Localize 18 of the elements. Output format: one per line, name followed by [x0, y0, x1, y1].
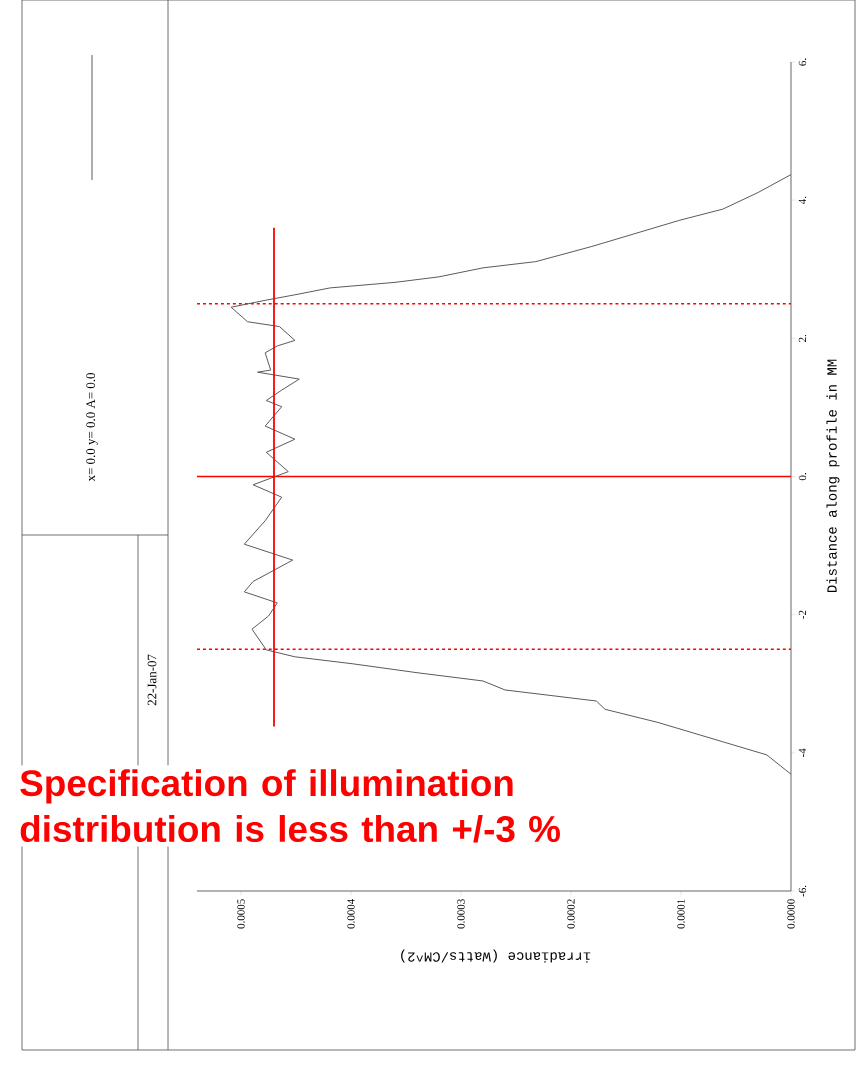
- y-tick-label: -2: [798, 610, 807, 619]
- annotation: Specification of illumination distribution is less than +/-3 %: [20, 769, 560, 843]
- x-tick-label: 0.0003: [457, 899, 465, 929]
- text: 22-Jan-07: [147, 654, 157, 706]
- text: x= 0.0 y= 0.0 A= 0.0: [86, 372, 98, 482]
- y-tick-label: -6.: [798, 885, 807, 897]
- x-tick-label: 0.0004: [347, 898, 355, 929]
- y-tick-label: 6.: [798, 58, 807, 66]
- x-axis-title: irradiance (Watts/CM^2): [401, 949, 591, 963]
- y-tick-label: 0.: [798, 473, 807, 481]
- x-tick-label: 0.0001: [677, 899, 685, 929]
- y-tick-label: 4.: [798, 196, 807, 205]
- x-tick-label: 0.0005: [237, 899, 245, 929]
- x-tick-label: 0.0002: [567, 899, 575, 929]
- x-tick-label: 0.0000: [787, 899, 795, 929]
- y-axis-title: Distance along profile in MM: [826, 359, 840, 593]
- y-tick-label: 2.: [798, 334, 807, 342]
- y-tick-label: -4: [798, 748, 806, 757]
